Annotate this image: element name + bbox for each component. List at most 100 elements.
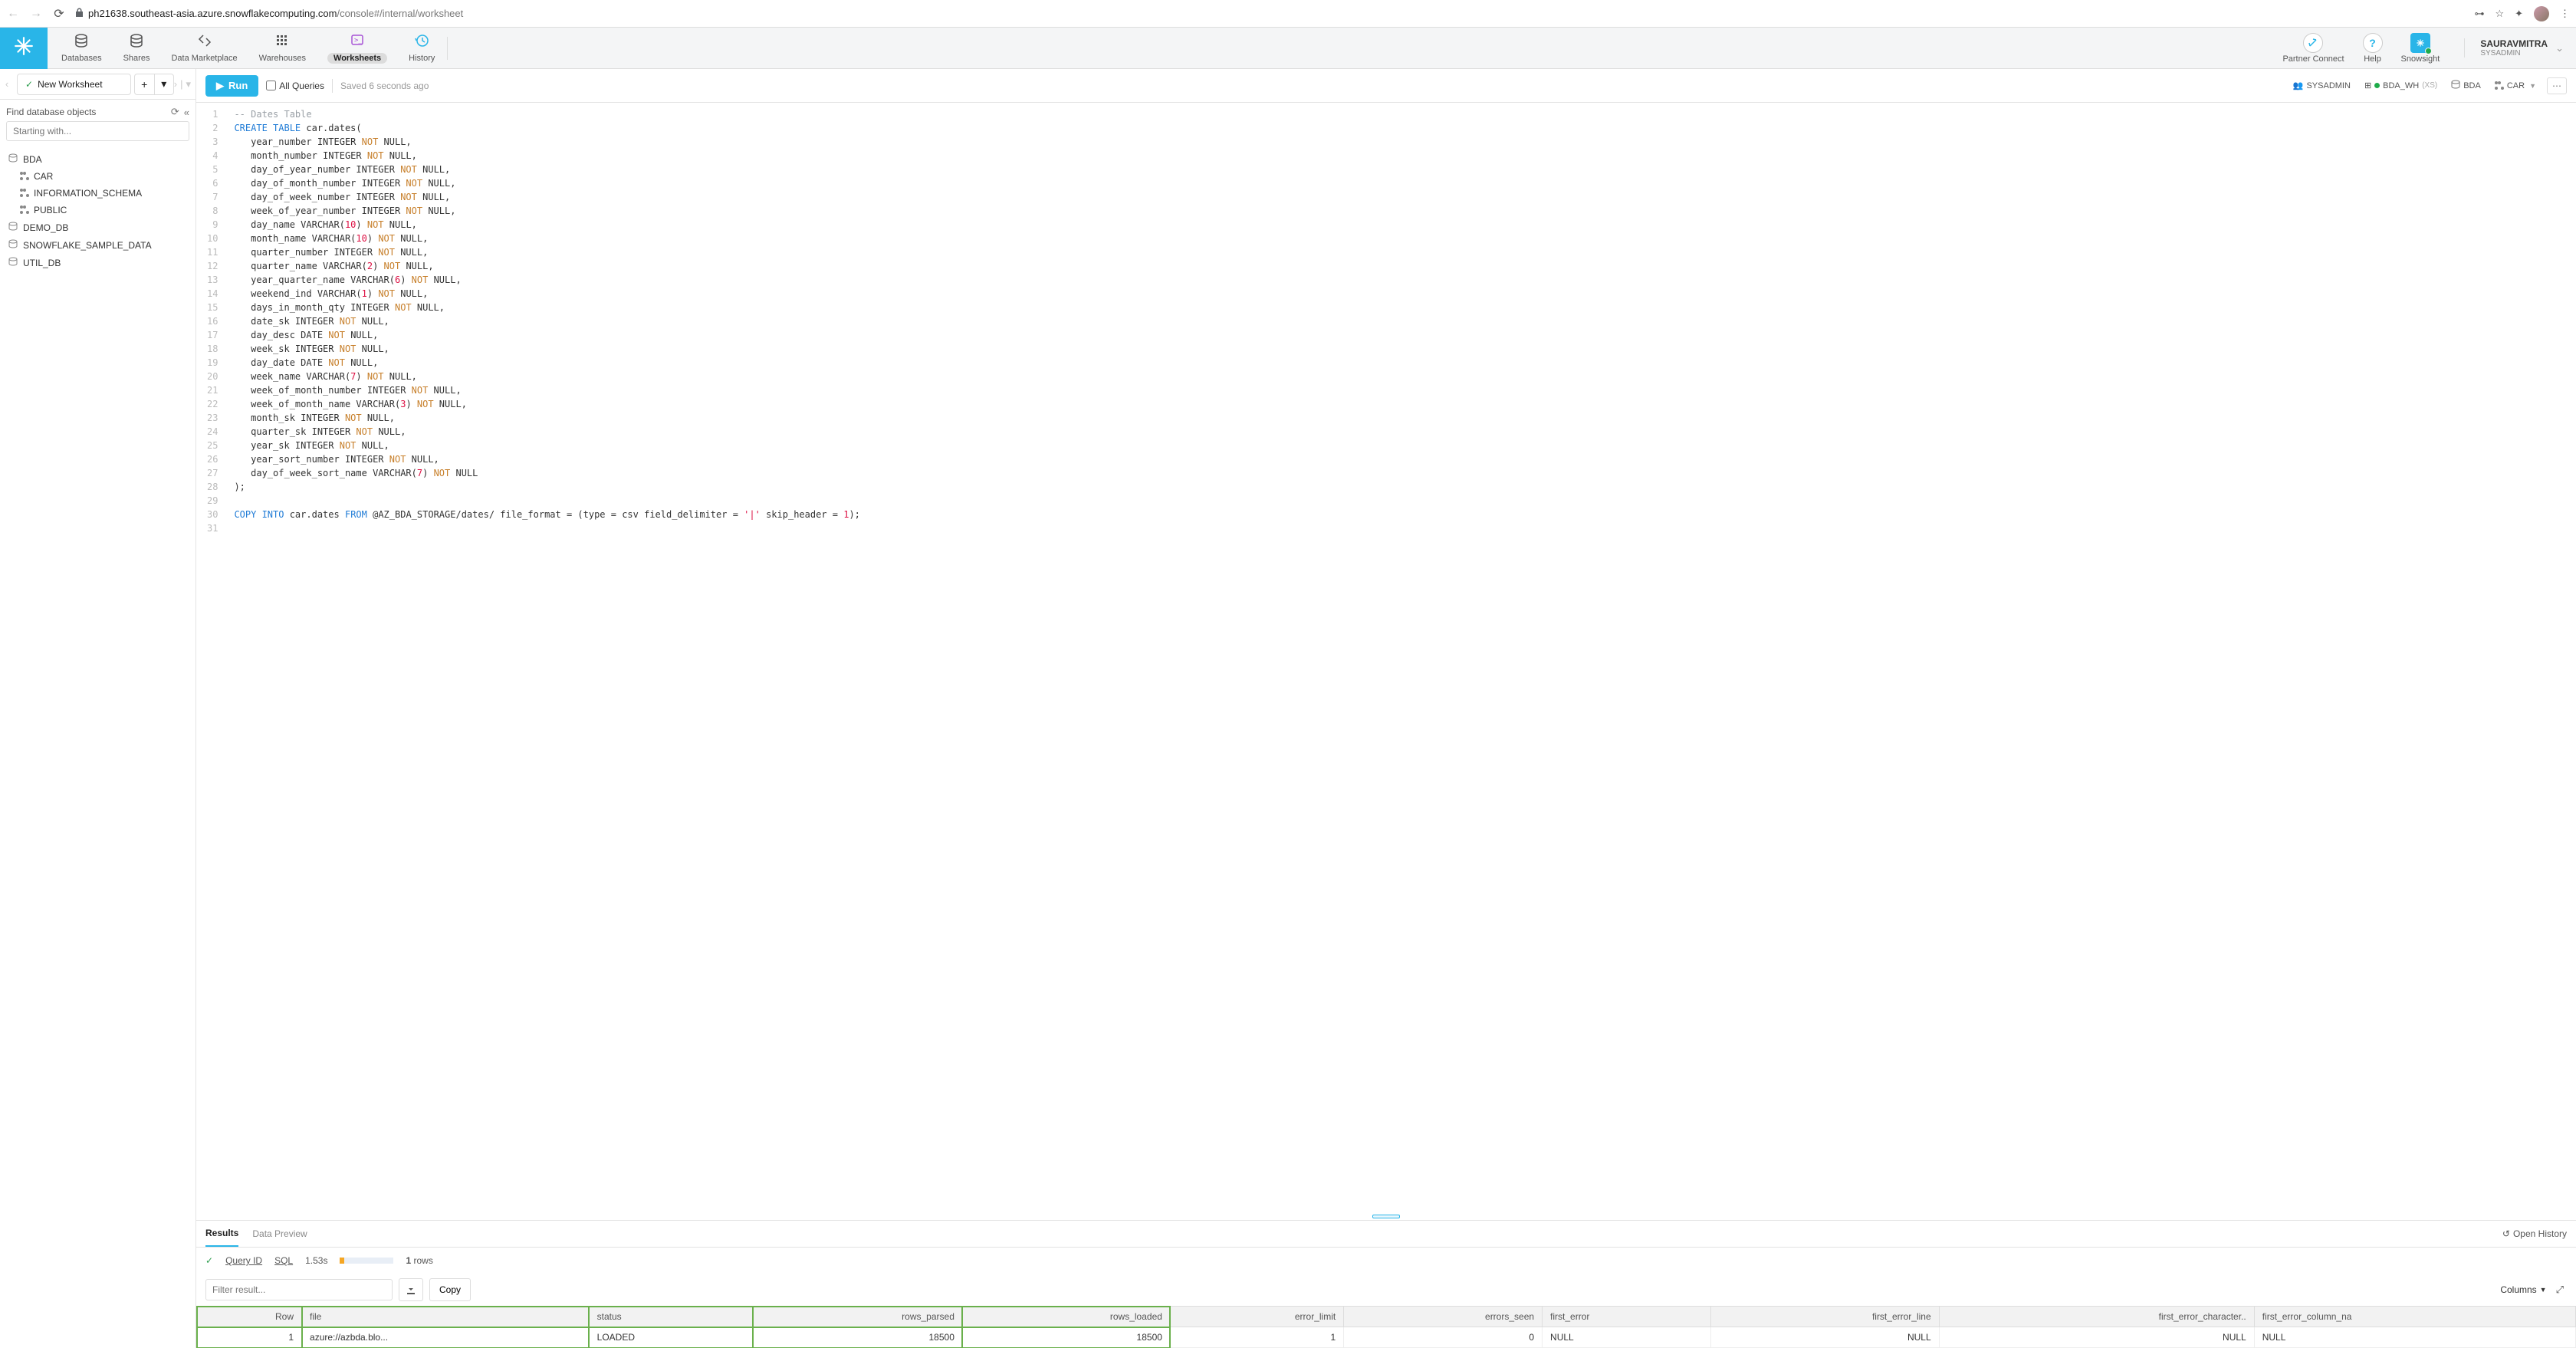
- db-icon: [74, 33, 89, 52]
- worksheet-tab[interactable]: ✓ New Worksheet: [17, 74, 131, 95]
- open-history-button[interactable]: ↺ Open History: [2502, 1228, 2567, 1239]
- copy-button[interactable]: Copy: [429, 1278, 471, 1301]
- result-table: Rowfilestatusrows_parsedrows_loadederror…: [196, 1306, 2576, 1348]
- url-bar[interactable]: ph21638.southeast-asia.azure.snowflakeco…: [75, 8, 2465, 20]
- nav-divider: [447, 37, 448, 60]
- col-first-error-line[interactable]: first_error_line: [1711, 1307, 1939, 1327]
- more-button[interactable]: ⋯: [2547, 77, 2567, 94]
- snowflake-logo[interactable]: [0, 28, 48, 69]
- context-role[interactable]: 👥 SYSADMIN: [2290, 81, 2354, 90]
- add-tab-button[interactable]: +: [134, 74, 154, 95]
- nav-snowsight[interactable]: Snowsight: [2401, 33, 2440, 64]
- tab-results[interactable]: Results: [205, 1221, 238, 1247]
- tree-schema-car[interactable]: CAR: [0, 168, 196, 185]
- nav-partner-connect[interactable]: Partner Connect: [2282, 33, 2344, 64]
- filter-row: Copy Columns ▼ ⤢: [196, 1274, 2576, 1306]
- schema-icon: [20, 189, 29, 198]
- nav-data-marketplace[interactable]: Data Marketplace: [171, 33, 237, 63]
- url-text: ph21638.southeast-asia.azure.snowflakeco…: [88, 8, 463, 19]
- all-queries-checkbox[interactable]: All Queries: [266, 81, 324, 91]
- context-warehouse[interactable]: ⊞ BDA_WH (XS): [2361, 81, 2440, 90]
- schema-icon: [20, 172, 29, 181]
- user-block[interactable]: SAURAVMITRASYSADMIN: [2464, 38, 2548, 58]
- sql-editor[interactable]: 1234567891011121314151617181920212223242…: [196, 103, 2576, 1212]
- filter-input[interactable]: [205, 1279, 393, 1300]
- market-icon: [197, 33, 212, 52]
- sql-link[interactable]: SQL: [274, 1255, 293, 1266]
- database-icon: [8, 239, 18, 251]
- nav-history[interactable]: History: [409, 33, 435, 63]
- context-database[interactable]: BDA: [2448, 80, 2484, 91]
- collapse-icon[interactable]: «: [184, 107, 189, 118]
- schema-icon: [20, 205, 29, 215]
- tab-data-preview[interactable]: Data Preview: [252, 1221, 307, 1246]
- saved-label: Saved 6 seconds ago: [340, 81, 429, 91]
- col-first-error-character-[interactable]: first_error_character..: [1939, 1307, 2254, 1327]
- run-button[interactable]: ▶ Run: [205, 75, 258, 97]
- query-id-link[interactable]: Query ID: [225, 1255, 262, 1266]
- tree-schema-public[interactable]: PUBLIC: [0, 202, 196, 219]
- success-icon: ✓: [205, 1255, 213, 1266]
- tree-db-demo_db[interactable]: DEMO_DB: [0, 219, 196, 236]
- context-schema[interactable]: CAR ▼: [2492, 81, 2539, 90]
- tree-db-util_db[interactable]: UTIL_DB: [0, 254, 196, 271]
- download-button[interactable]: [399, 1278, 423, 1301]
- row-count: 1 rows: [406, 1255, 432, 1266]
- database-icon: [2451, 80, 2460, 91]
- col-error-limit[interactable]: error_limit: [1170, 1307, 1343, 1327]
- col-errors-seen[interactable]: errors_seen: [1344, 1307, 1543, 1327]
- nav-warehouses[interactable]: Warehouses: [259, 33, 306, 63]
- object-tree: BDACARINFORMATION_SCHEMAPUBLICDEMO_DBSNO…: [0, 147, 196, 275]
- columns-button[interactable]: Columns ▼: [2500, 1284, 2546, 1295]
- code-area[interactable]: -- Dates TableCREATE TABLE car.dates( ye…: [226, 103, 867, 1212]
- content: ▶ Run All Queries Saved 6 seconds ago 👥 …: [196, 69, 2576, 1348]
- link-icon: [2303, 33, 2323, 53]
- browser-back-icon[interactable]: ←: [6, 7, 20, 21]
- line-gutter: 1234567891011121314151617181920212223242…: [196, 103, 226, 1212]
- kebab-icon[interactable]: ⋮: [2560, 8, 2570, 20]
- hist-icon: [414, 33, 429, 52]
- find-row: Find database objects ⟳ «: [0, 100, 196, 121]
- browser-forward-icon[interactable]: →: [29, 7, 43, 21]
- role-icon: 👥: [2293, 81, 2304, 90]
- table-row[interactable]: 1azure://azbda.blo...LOADED185001850010N…: [197, 1327, 2576, 1348]
- database-icon: [8, 222, 18, 233]
- extensions-icon[interactable]: ✦: [2515, 8, 2523, 20]
- nav-worksheets[interactable]: >_Worksheets: [327, 32, 387, 64]
- nav-help[interactable]: ?Help: [2363, 33, 2383, 64]
- refresh-icon[interactable]: ⟳: [171, 106, 179, 118]
- db-icon: [129, 33, 144, 52]
- toolbar: ▶ Run All Queries Saved 6 seconds ago 👥 …: [196, 69, 2576, 103]
- tab-next-icon[interactable]: ›: [174, 78, 177, 90]
- results-tabs: Results Data Preview ↺ Open History: [196, 1220, 2576, 1248]
- expand-icon[interactable]: ⤢: [2553, 1284, 2567, 1296]
- tab-last-icon[interactable]: ▾: [186, 78, 191, 90]
- col-file[interactable]: file: [302, 1307, 590, 1327]
- tree-db-snowflake_sample_data[interactable]: SNOWFLAKE_SAMPLE_DATA: [0, 236, 196, 254]
- tab-menu-button[interactable]: ▾: [154, 74, 174, 95]
- snowsight-icon: [2410, 33, 2430, 53]
- star-icon[interactable]: ☆: [2495, 8, 2504, 20]
- tab-prev-icon[interactable]: ‹: [0, 78, 14, 90]
- col-first-error[interactable]: first_error: [1543, 1307, 1711, 1327]
- nav-shares[interactable]: Shares: [123, 33, 150, 63]
- col-first-error-column-na[interactable]: first_error_column_na: [2254, 1307, 2575, 1327]
- col-status[interactable]: status: [589, 1307, 753, 1327]
- tree-schema-information_schema[interactable]: INFORMATION_SCHEMA: [0, 185, 196, 202]
- tree-db-bda[interactable]: BDA: [0, 150, 196, 168]
- avatar[interactable]: [2534, 6, 2549, 21]
- col-row[interactable]: Row: [197, 1307, 302, 1327]
- search-input[interactable]: [6, 121, 189, 141]
- svg-text:>_: >_: [354, 37, 363, 44]
- resize-handle[interactable]: [196, 1212, 2576, 1220]
- duration-label: 1.53s: [305, 1255, 327, 1266]
- col-rows-parsed[interactable]: rows_parsed: [753, 1307, 962, 1327]
- browser-reload-icon[interactable]: ⟳: [52, 6, 66, 21]
- chevron-down-icon[interactable]: ⌄: [2548, 42, 2564, 54]
- find-label: Find database objects: [6, 107, 96, 117]
- nav-databases[interactable]: Databases: [61, 33, 102, 63]
- col-rows-loaded[interactable]: rows_loaded: [962, 1307, 1170, 1327]
- top-nav: Databases Shares Data Marketplace Warehouse…: [0, 28, 2576, 69]
- key-icon[interactable]: ⊶: [2474, 8, 2484, 20]
- status-row: ✓ Query ID SQL 1.53s 1 rows: [196, 1248, 2576, 1274]
